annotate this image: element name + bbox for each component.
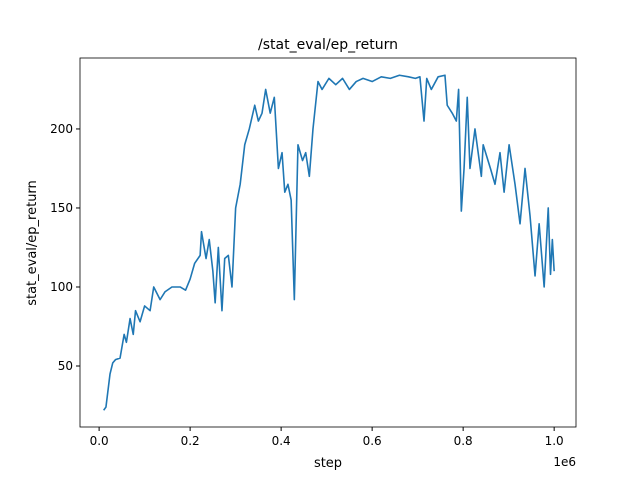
y-axis-label: stat_eval/ep_return xyxy=(25,180,40,306)
y-tick-label: 100 xyxy=(50,280,73,294)
y-tick-label: 200 xyxy=(50,122,73,136)
x-tick-label: 0.6 xyxy=(363,434,382,448)
y-tick-label: 150 xyxy=(50,201,73,215)
x-tick-label: 0.4 xyxy=(272,434,291,448)
data-line xyxy=(103,74,555,411)
x-offset-label: 1e6 xyxy=(553,455,576,469)
chart-title: /stat_eval/ep_return xyxy=(258,37,398,53)
x-tick-label: 0.0 xyxy=(90,434,109,448)
x-tick-label: 0.8 xyxy=(454,434,473,448)
plot-frame xyxy=(79,57,577,428)
x-axis-label: step xyxy=(314,456,342,471)
x-tick-label: 1.0 xyxy=(545,434,564,448)
x-tick-label: 0.2 xyxy=(181,434,200,448)
y-tick-label: 50 xyxy=(58,359,73,373)
